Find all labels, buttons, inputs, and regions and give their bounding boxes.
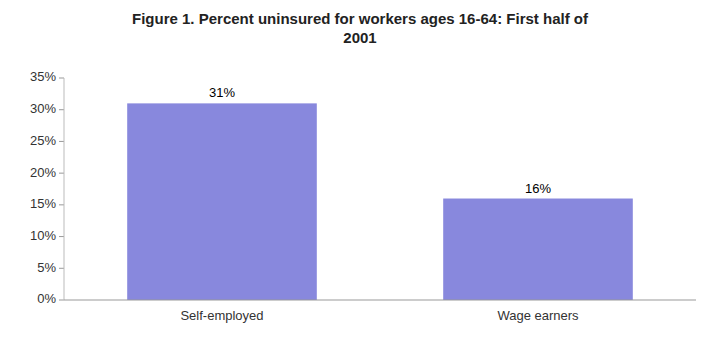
x-axis-line: [64, 300, 696, 301]
y-tick: [59, 300, 64, 301]
y-tick-label: 15%: [30, 196, 56, 211]
chart-container: Figure 1. Percent uninsured for workers …: [0, 0, 720, 340]
y-tick-label: 0%: [37, 291, 56, 306]
data-label: 16%: [525, 181, 551, 196]
bar: [127, 103, 317, 300]
y-tick: [59, 204, 64, 205]
title-line: 2001: [343, 29, 376, 46]
y-tick: [59, 236, 64, 237]
bars: [127, 103, 633, 300]
title: Figure 1. Percent uninsured for workers …: [132, 10, 589, 46]
x-tick-label: Wage earners: [497, 308, 579, 323]
plot: 0% 5% 10% 15% 20% 25% 30% 35%: [30, 69, 64, 306]
y-tick-label: 35%: [30, 69, 56, 84]
y-tick-label: 5%: [37, 260, 56, 275]
y-tick-label: 20%: [30, 165, 56, 180]
y-tick-label: 25%: [30, 133, 56, 148]
x-tick-label: Self-employed: [180, 308, 263, 323]
y-tick: [59, 268, 64, 269]
y-tick: [59, 173, 64, 174]
bar: [443, 199, 633, 300]
y-tick-label: 10%: [30, 228, 56, 243]
title-line: Figure 1. Percent uninsured for workers …: [132, 10, 589, 27]
y-tick: [59, 78, 64, 79]
y-tick: [59, 109, 64, 110]
y-tick-label: 30%: [30, 101, 56, 116]
data-label: 31%: [209, 85, 235, 100]
y-axis-line: [64, 78, 65, 300]
chart: Figure 1. Percent uninsured for workers …: [0, 0, 720, 340]
y-tick: [59, 141, 64, 142]
